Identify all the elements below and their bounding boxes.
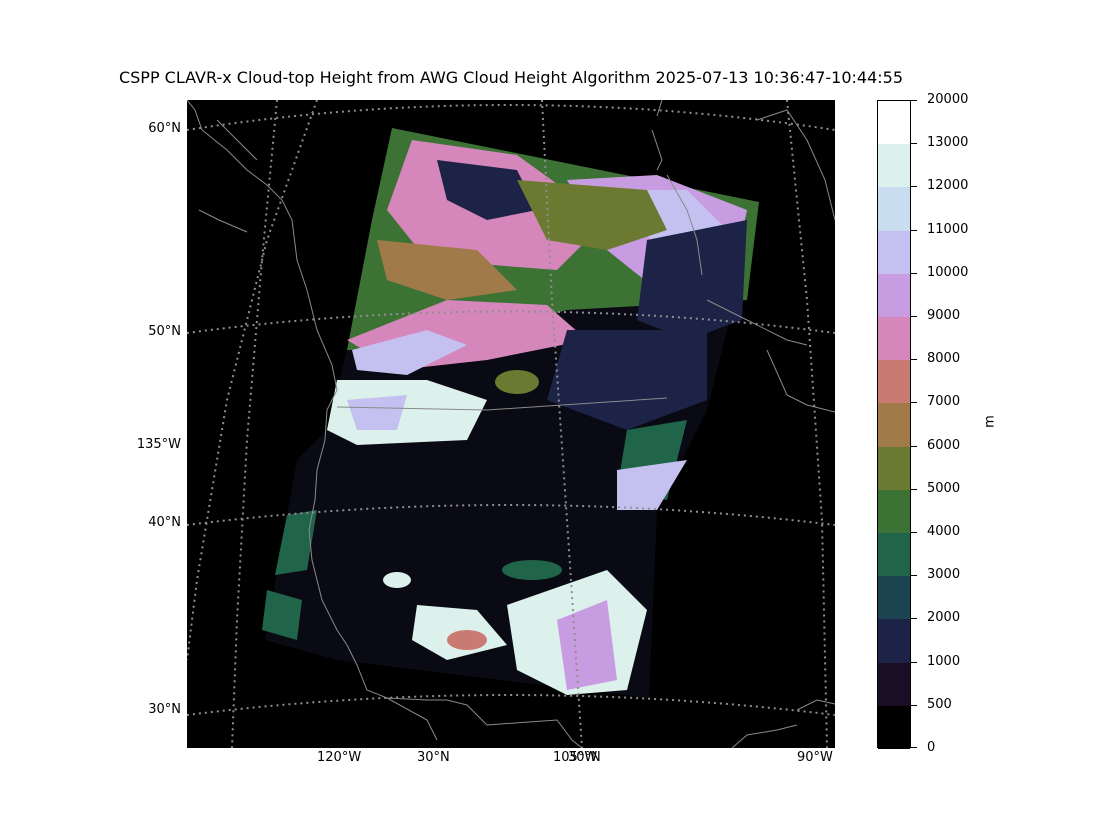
colorbar-tick <box>911 316 917 317</box>
colorbar-segment <box>878 576 910 620</box>
lat-label-30: 30°N <box>148 702 181 717</box>
colorbar-tick <box>911 143 917 145</box>
colorbar-tick-label: 13000 <box>927 135 969 151</box>
colorbar-segment <box>878 619 910 664</box>
colorbar-segment <box>878 273 910 318</box>
colorbar-tick-label: 10000 <box>927 264 969 280</box>
colorbar-tick <box>911 100 917 101</box>
colorbar-tick <box>911 704 917 706</box>
bottom-label-30n: 30°N <box>417 750 450 765</box>
colorbar-segment <box>878 317 910 361</box>
colorbar-tick <box>911 532 917 533</box>
colorbar-tick-label: 500 <box>927 696 952 712</box>
lat-label-50: 50°N <box>148 324 181 339</box>
colorbar-tick <box>911 359 917 361</box>
colorbar-unit: m <box>982 415 998 428</box>
colorbar-tick <box>911 661 917 663</box>
colorbar-tick <box>911 402 917 404</box>
colorbar-segment <box>878 446 910 491</box>
colorbar-tick-label: 2000 <box>927 610 961 626</box>
colorbar-segment <box>878 101 910 145</box>
colorbar-tick-label: 9000 <box>927 308 961 323</box>
lat-label-40: 40°N <box>148 515 181 530</box>
colorbar-tick-label: 0 <box>927 740 936 755</box>
colorbar-tick-label: 4000 <box>927 524 961 539</box>
colorbar-tick-label: 11000 <box>927 221 969 237</box>
colorbar-tick-label: 8000 <box>927 351 961 367</box>
colorbar-tick-label: 5000 <box>927 480 961 496</box>
coastlines <box>187 100 835 748</box>
map-title: CSPP CLAVR-x Cloud-top Height from AWG C… <box>118 68 904 87</box>
colorbar-segment <box>878 489 910 534</box>
colorbar-tick <box>911 575 917 577</box>
lon-label-105w: 105°W <box>553 750 598 765</box>
colorbar-tick <box>911 488 917 490</box>
colorbar-tick <box>911 229 917 231</box>
colorbar-segment <box>878 533 910 577</box>
colorbar-tick <box>911 747 917 748</box>
colorbar-tick-label: 1000 <box>927 653 961 669</box>
colorbar-tick-label: 12000 <box>927 178 969 194</box>
colorbar-tick-label: 20000 <box>927 92 969 107</box>
colorbar-segment <box>878 705 910 750</box>
colorbar-segment <box>878 187 910 232</box>
colorbar-tick-label: 7000 <box>927 394 961 410</box>
colorbar-tick <box>911 272 917 274</box>
graticule <box>187 100 835 748</box>
lon-label-135w: 135°W <box>136 437 181 452</box>
colorbar-segment <box>878 144 910 188</box>
colorbar-segment <box>878 403 910 448</box>
colorbar-tick-label: 6000 <box>927 437 961 453</box>
colorbar-segment <box>878 662 910 707</box>
cloud-height-map <box>187 100 835 748</box>
satellite-swath <box>262 128 759 698</box>
lat-label-60: 60°N <box>148 121 181 136</box>
colorbar-tick-label: 3000 <box>927 567 961 583</box>
colorbar <box>877 100 911 750</box>
lon-label-90w: 90°W <box>797 750 833 765</box>
colorbar-segment <box>878 360 910 404</box>
colorbar-tick <box>911 618 917 620</box>
colorbar-segment <box>878 230 910 275</box>
lon-label-120w: 120°W <box>317 750 362 765</box>
colorbar-tick <box>911 445 917 447</box>
colorbar-tick <box>911 186 917 188</box>
bottom-label-30n-overlap: 30°N <box>568 750 601 765</box>
